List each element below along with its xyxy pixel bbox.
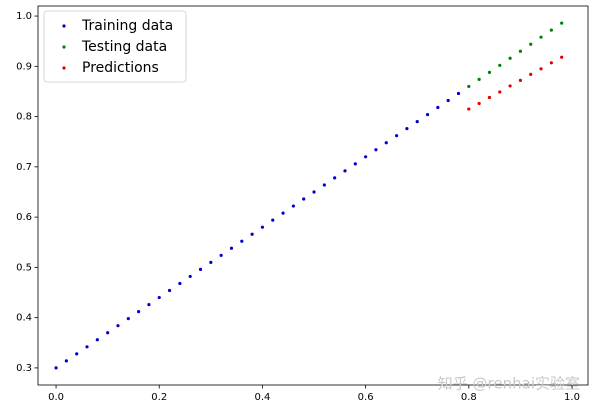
x-tick-label: 1.0	[564, 392, 580, 403]
point	[498, 63, 502, 67]
x-tick-label: 0.0	[48, 392, 64, 403]
point	[291, 204, 295, 208]
y-tick-label: 0.5	[16, 262, 32, 273]
point	[209, 260, 213, 264]
x-tick-label: 0.8	[461, 392, 477, 403]
legend-marker	[62, 45, 66, 49]
point	[333, 176, 337, 180]
point	[446, 98, 450, 103]
point	[353, 162, 357, 166]
point	[116, 324, 120, 328]
point	[549, 28, 553, 32]
point	[167, 288, 172, 293]
legend-marker	[62, 24, 66, 28]
legend-label: Testing data	[81, 39, 167, 55]
point	[95, 338, 99, 342]
point	[539, 67, 543, 71]
point	[374, 148, 378, 152]
point	[405, 127, 409, 131]
point	[487, 70, 492, 74]
point	[467, 84, 471, 89]
x-tick-label: 0.2	[151, 392, 167, 403]
point	[322, 183, 326, 187]
point	[508, 84, 512, 88]
point	[126, 317, 130, 321]
point	[518, 78, 523, 82]
point	[147, 302, 151, 307]
y-tick-label: 1.0	[16, 11, 32, 22]
point	[312, 190, 316, 194]
point	[85, 345, 89, 349]
point	[477, 101, 481, 106]
point	[425, 112, 430, 117]
point	[518, 49, 523, 53]
point	[560, 55, 564, 59]
watermark: 知乎 @renhai实验室	[438, 375, 580, 393]
point	[271, 218, 275, 222]
point	[260, 225, 265, 229]
x-tick-label: 0.6	[358, 392, 374, 403]
legend-label: Training data	[81, 18, 173, 34]
point	[229, 246, 234, 250]
point	[302, 197, 306, 201]
point	[188, 274, 192, 279]
point	[75, 352, 79, 356]
point	[549, 61, 553, 65]
point	[456, 91, 461, 96]
point	[560, 21, 564, 25]
point	[219, 253, 223, 257]
point	[281, 211, 285, 215]
legend-box	[43, 10, 187, 83]
point	[477, 77, 481, 81]
point	[487, 95, 492, 100]
point	[64, 359, 68, 363]
y-tick-label: 0.9	[16, 61, 32, 72]
y-tick-label: 0.3	[16, 363, 32, 374]
legend-marker	[62, 66, 66, 70]
point	[539, 35, 543, 39]
point	[415, 120, 419, 124]
axes-frame	[37, 5, 589, 386]
point	[394, 134, 399, 138]
point	[106, 331, 110, 335]
legend-label: Predictions	[82, 60, 159, 76]
point	[198, 267, 203, 271]
point	[436, 105, 440, 110]
point	[250, 232, 254, 236]
x-tick-label: 0.4	[254, 392, 270, 403]
y-tick-label: 0.7	[16, 162, 32, 173]
point	[529, 42, 533, 46]
point	[343, 169, 347, 173]
point	[498, 90, 502, 94]
point	[137, 310, 141, 314]
y-tick-label: 0.6	[16, 212, 32, 223]
y-tick-label: 0.4	[16, 313, 32, 324]
point	[240, 239, 244, 243]
point	[54, 366, 58, 370]
point	[529, 72, 533, 76]
point	[157, 295, 161, 300]
point	[467, 107, 471, 111]
point	[178, 281, 182, 286]
point	[364, 155, 368, 159]
point	[384, 141, 388, 145]
point	[508, 56, 512, 60]
y-tick-label: 0.8	[16, 112, 32, 123]
